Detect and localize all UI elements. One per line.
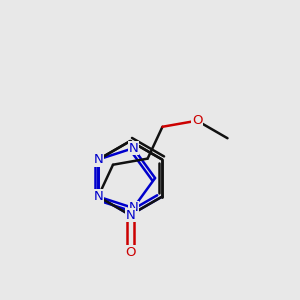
Text: O: O [125,245,135,259]
Text: O: O [192,114,202,127]
Text: N: N [125,208,135,222]
Text: N: N [128,202,138,214]
Text: N: N [93,190,103,203]
Text: N: N [128,142,138,154]
Text: N: N [93,153,103,166]
